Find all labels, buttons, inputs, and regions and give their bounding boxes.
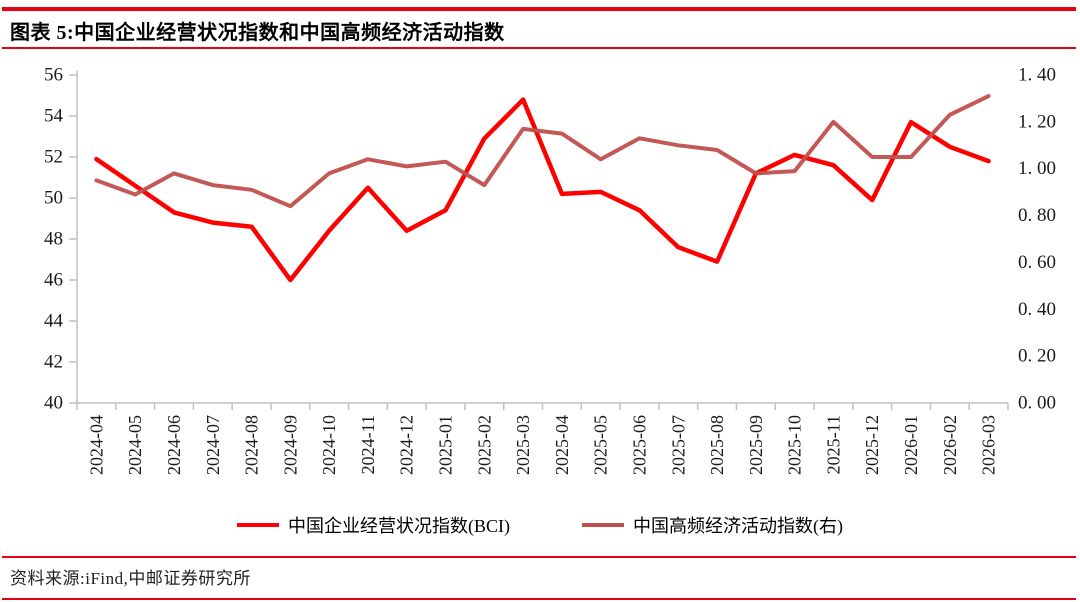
- x-tick-label: 2024-06: [164, 415, 184, 475]
- y-left-tick-label: 52: [44, 147, 63, 168]
- source-divider-rule: [2, 556, 1076, 558]
- x-tick-label: 2025-06: [629, 415, 649, 475]
- source-attribution: 资料来源:iFind,中邮证券研究所: [10, 569, 251, 588]
- x-tick-label: 2025-05: [591, 415, 611, 475]
- y-left-tick-label: 46: [44, 270, 63, 291]
- x-tick-label: 2024-09: [280, 415, 300, 475]
- x-tick-label: 2024-10: [319, 415, 339, 475]
- x-tick-label: 2024-05: [125, 415, 145, 475]
- legend-item-hf-index: 中国高频经济活动指数(右): [582, 512, 843, 538]
- x-tick-label: 2025-03: [513, 415, 533, 475]
- x-tick-label: 2024-07: [203, 415, 223, 475]
- y-right-tick-label: 0. 00: [1018, 393, 1056, 414]
- chart-title: 图表 5:中国企业经营状况指数和中国高频经济活动指数: [10, 22, 505, 44]
- x-tick-label: 2025-08: [707, 415, 727, 475]
- y-right-tick-label: 0. 40: [1018, 299, 1056, 320]
- y-right-tick-label: 0. 80: [1018, 205, 1056, 226]
- x-tick-label: 2026-02: [940, 415, 960, 475]
- x-tick-label: 2024-08: [242, 415, 262, 475]
- bci-line-swatch: [237, 523, 279, 527]
- x-tick-label: 2024-11: [358, 415, 378, 474]
- chart-legend: 中国企业经营状况指数(BCI) 中国高频经济活动指数(右): [0, 512, 1080, 538]
- hf-index-line-swatch: [582, 523, 624, 527]
- x-tick-label: 2025-10: [785, 415, 805, 475]
- x-tick-label: 2025-01: [436, 415, 456, 475]
- x-tick-label: 2025-09: [746, 415, 766, 475]
- bci-line: [94, 97, 991, 283]
- y-left-tick-label: 50: [44, 188, 63, 209]
- x-tick-label: 2026-03: [979, 415, 999, 475]
- y-right-tick-label: 0. 20: [1018, 346, 1056, 367]
- x-tick-label: 2025-11: [823, 415, 843, 474]
- y-left-tick-label: 54: [44, 106, 64, 127]
- x-tick-label: 2025-12: [862, 415, 882, 475]
- y-right-tick-label: 1. 40: [1018, 65, 1056, 86]
- y-left-tick-label: 42: [44, 352, 63, 373]
- hf-index-line: [94, 94, 991, 209]
- x-tick-label: 2025-04: [552, 415, 572, 475]
- legend-item-bci: 中国企业经营状况指数(BCI): [237, 512, 510, 538]
- y-left-tick-label: 44: [44, 311, 64, 332]
- x-tick-label: 2025-07: [668, 415, 688, 475]
- y-right-tick-label: 1. 00: [1018, 158, 1056, 179]
- title-divider-rule: [2, 47, 1076, 49]
- y-left-tick-label: 48: [44, 229, 63, 250]
- bottom-accent-rule: [2, 598, 1076, 600]
- y-left-tick-label: 56: [44, 65, 63, 86]
- x-tick-label: 2024-04: [86, 415, 106, 475]
- y-left-tick-label: 40: [44, 393, 63, 414]
- x-tick-label: 2025-02: [474, 415, 494, 475]
- top-accent-rule: [2, 7, 1076, 11]
- x-tick-label: 2024-12: [397, 415, 417, 475]
- bci-legend-label: 中国企业经营状况指数(BCI): [288, 516, 510, 536]
- y-right-tick-label: 1. 20: [1018, 111, 1056, 132]
- y-right-tick-label: 0. 60: [1018, 252, 1056, 273]
- x-tick-label: 2026-01: [901, 415, 921, 475]
- line-chart: 56 54 52 50 48 46 44 42 40 1. 40 1. 20 1. 00 0. 80 0.…: [44, 65, 1056, 476]
- hf-index-legend-label: 中国高频经济活动指数(右): [633, 516, 843, 536]
